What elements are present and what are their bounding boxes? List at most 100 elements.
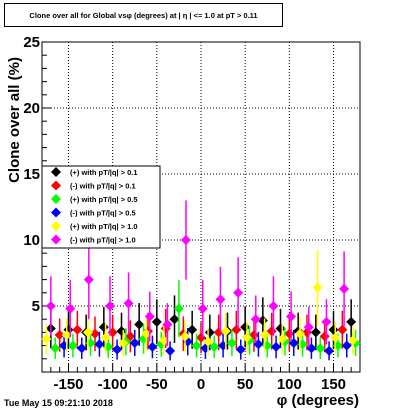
legend-entry-label: (+) with pT/|q| > 0.1 bbox=[70, 168, 138, 177]
data-point bbox=[162, 319, 173, 330]
data-point bbox=[61, 330, 72, 341]
data-point bbox=[303, 322, 314, 333]
data-point bbox=[191, 340, 202, 351]
data-point bbox=[231, 324, 242, 335]
legend-marker bbox=[51, 207, 61, 218]
data-point bbox=[277, 334, 288, 344]
legend-marker bbox=[51, 180, 61, 191]
data-point bbox=[339, 283, 350, 294]
data-point bbox=[204, 327, 215, 338]
data-point bbox=[288, 337, 299, 348]
data-point bbox=[240, 322, 251, 333]
data-point bbox=[118, 337, 129, 348]
data-point bbox=[76, 343, 87, 354]
data-point bbox=[337, 324, 348, 335]
data-point bbox=[45, 301, 56, 311]
legend-marker bbox=[51, 234, 61, 245]
data-point bbox=[54, 330, 65, 341]
axis-ticks bbox=[41, 41, 361, 372]
y-tick-label: 15 bbox=[23, 166, 40, 183]
data-point bbox=[259, 330, 270, 341]
data-point bbox=[41, 334, 52, 344]
data-point bbox=[173, 303, 184, 314]
data-point bbox=[284, 328, 295, 339]
y-axis-title: Clone over all (%) bbox=[6, 57, 23, 183]
data-point bbox=[253, 339, 264, 350]
data-point bbox=[141, 328, 152, 339]
data-point bbox=[147, 341, 158, 352]
data-point bbox=[332, 340, 343, 351]
legend-entry-label: (-) with pT/|q| > 1.0 bbox=[70, 236, 136, 245]
data-point bbox=[310, 327, 321, 338]
data-point bbox=[82, 327, 93, 338]
data-point bbox=[268, 301, 279, 311]
data-point bbox=[50, 343, 61, 354]
chart-title: Clone over all for Global vsφ (degrees) … bbox=[4, 3, 283, 27]
legend-entry-label: (-) with pT/|q| > 0.1 bbox=[70, 182, 136, 191]
data-point bbox=[286, 311, 297, 322]
x-axis-title: φ (degrees) bbox=[277, 392, 359, 409]
data-point bbox=[197, 303, 208, 314]
data-point bbox=[347, 335, 358, 346]
data-point bbox=[107, 327, 118, 338]
data-point bbox=[94, 339, 105, 350]
data-point bbox=[297, 339, 308, 350]
data-point bbox=[215, 294, 226, 305]
data-point bbox=[294, 328, 305, 339]
legend-entry-label: (+) with pT/|q| > 1.0 bbox=[70, 222, 138, 231]
data-point bbox=[233, 287, 244, 298]
data-point bbox=[123, 298, 134, 309]
data-point bbox=[321, 316, 332, 327]
data-point bbox=[129, 337, 140, 348]
legend-entry-label: (+) with pT/|q| > 0.5 bbox=[70, 195, 138, 204]
data-point bbox=[220, 326, 231, 337]
data-point bbox=[218, 340, 229, 351]
data-point bbox=[235, 344, 246, 355]
y-tick-label: 10 bbox=[23, 232, 40, 249]
data-point bbox=[328, 324, 339, 335]
data-point bbox=[306, 343, 317, 354]
data-point bbox=[180, 235, 191, 245]
y-tick-label: 5 bbox=[32, 298, 40, 315]
data-point bbox=[59, 340, 70, 351]
data-point bbox=[226, 337, 237, 348]
tick-labels: -150 -100 -50 0 50 100 150 5 10 15 20 25 bbox=[23, 34, 346, 393]
data-point bbox=[187, 324, 198, 335]
data-point bbox=[65, 303, 76, 314]
legend: (+) with pT/|q| > 0.1 (-) with pT/|q| > 0… bbox=[41, 165, 161, 249]
data-point bbox=[169, 314, 180, 325]
data-point bbox=[165, 345, 176, 356]
data-point bbox=[209, 341, 220, 352]
timestamp-footer: Tue May 15 09:21:10 2018 bbox=[4, 398, 113, 408]
data-point bbox=[250, 314, 261, 325]
data-point bbox=[112, 344, 123, 355]
x-tick-label: 150 bbox=[321, 376, 346, 393]
y-tick-label: 25 bbox=[23, 34, 40, 51]
data-point bbox=[103, 341, 114, 352]
data-points bbox=[41, 200, 361, 361]
data-point bbox=[67, 340, 78, 351]
legend-marker bbox=[51, 167, 61, 177]
data-point bbox=[151, 316, 162, 327]
data-point bbox=[275, 323, 286, 334]
x-tick-label: -150 bbox=[53, 376, 83, 393]
data-point bbox=[83, 274, 94, 285]
x-tick-label: -50 bbox=[146, 376, 168, 393]
data-point bbox=[319, 331, 330, 342]
x-tick-label: 0 bbox=[197, 376, 205, 393]
x-tick-label: 100 bbox=[277, 376, 302, 393]
data-point bbox=[341, 340, 352, 351]
legend-marker bbox=[51, 194, 61, 204]
x-tick-label: 50 bbox=[237, 376, 254, 393]
data-point bbox=[180, 331, 191, 342]
data-point bbox=[105, 301, 116, 311]
data-point bbox=[203, 336, 214, 347]
data-point bbox=[90, 328, 100, 339]
legend-entry-label: (-) with pT/|q| > 0.5 bbox=[70, 209, 136, 218]
x-tick-label: -100 bbox=[98, 376, 128, 393]
data-point bbox=[144, 311, 155, 322]
legend-box bbox=[41, 165, 161, 249]
data-point bbox=[116, 326, 127, 337]
data-point bbox=[315, 343, 326, 354]
